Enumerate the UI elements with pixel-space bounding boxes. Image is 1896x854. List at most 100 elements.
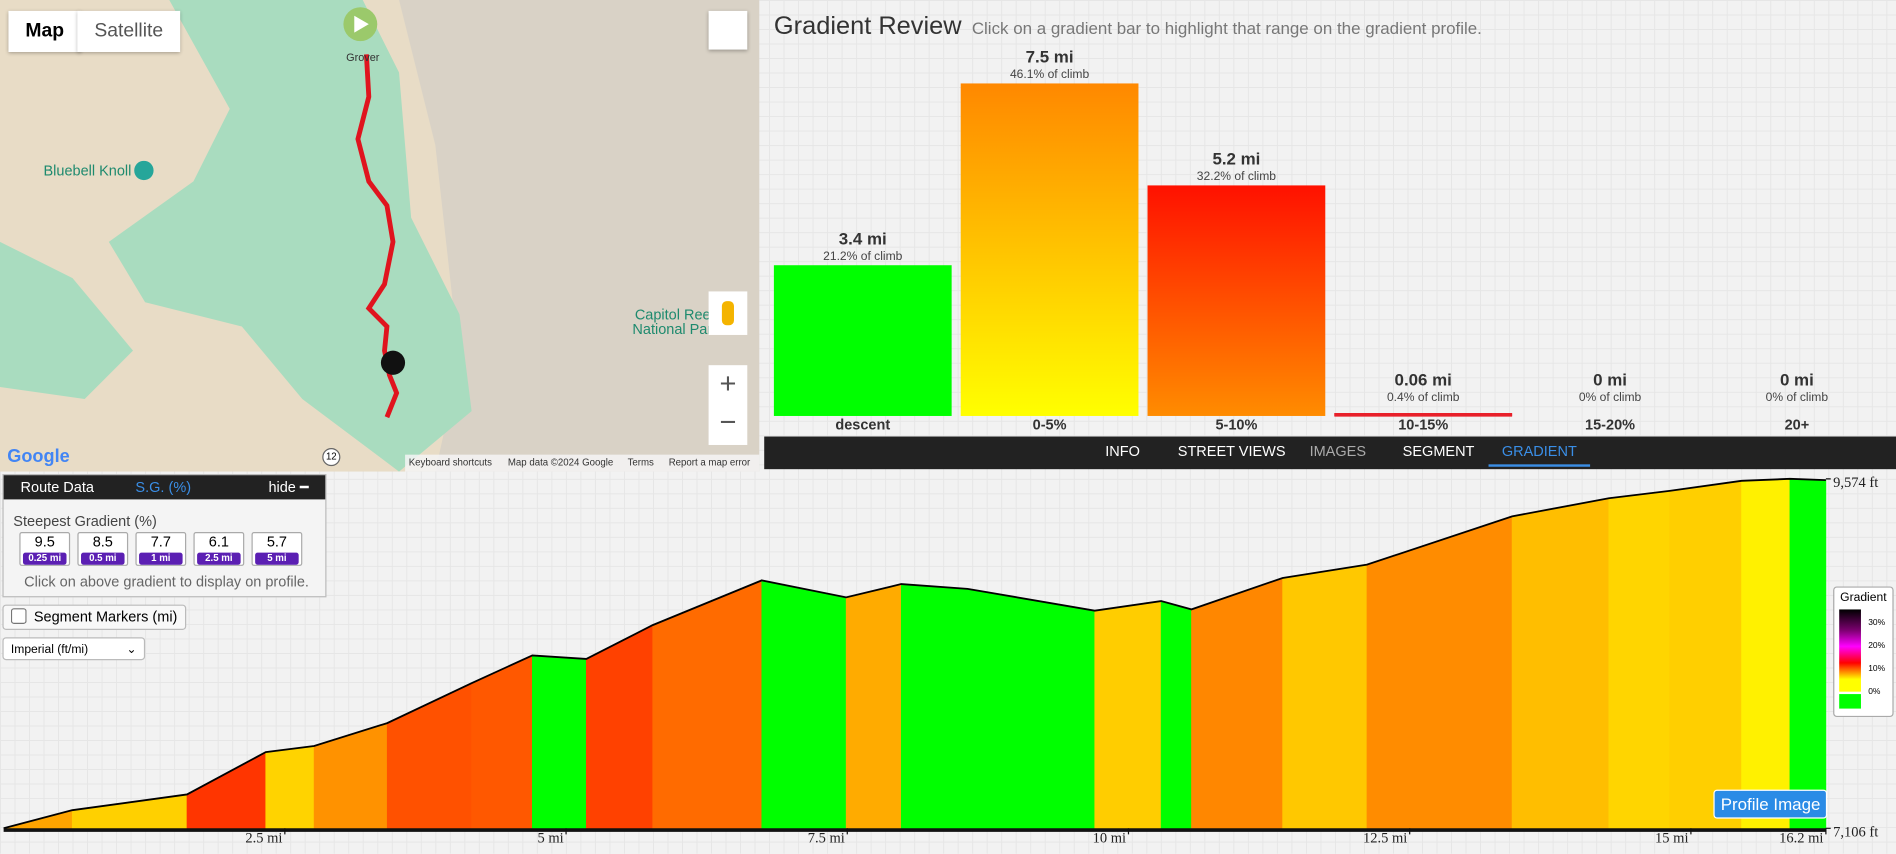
profile-segment (1511, 497, 1610, 829)
profile-segment (1366, 515, 1513, 829)
y-tick-label: 9,574 ft (1833, 475, 1878, 491)
footer-link[interactable]: Keyboard shortcuts (409, 458, 492, 469)
pegman[interactable] (708, 291, 748, 335)
category-label: 20+ (1785, 417, 1810, 433)
bar-share-label: 21.2% of climb (823, 249, 902, 263)
panel-heading: Steepest Gradient (%) (13, 512, 157, 530)
checkbox[interactable] (10, 608, 27, 624)
profile-segment (1608, 490, 1670, 829)
category-label: 15-20% (1585, 417, 1635, 433)
profile-image-button[interactable]: Profile Image (1713, 789, 1828, 819)
legend-descent (1839, 694, 1861, 709)
item-value: 6.1 (208, 533, 229, 551)
map-type-button[interactable]: Satellite (77, 10, 181, 52)
road-label: 12 (326, 452, 337, 463)
gradient-item[interactable]: 6.1 2.5 mi (193, 532, 245, 566)
bar-share-label: 32.2% of climb (1197, 169, 1276, 183)
x-tick-label: 5 mi (537, 831, 563, 847)
profile-segment (900, 583, 968, 829)
item-distance: 5 mi (255, 552, 299, 565)
place-label: Grover (346, 52, 380, 64)
bar-value-label: 5.2 mi (1212, 149, 1260, 168)
tab-bar (764, 436, 1896, 470)
map-type-button[interactable]: Map (8, 10, 82, 52)
legend-label: 10% (1868, 665, 1886, 674)
item-distance: 0.25 mi (22, 552, 67, 565)
map-canvas: 12 Grover Bluebell Knoll Capitol Ree Nat… (0, 0, 760, 472)
select-label: Imperial (ft/mi) (10, 643, 89, 657)
tab[interactable]: INFO (1105, 442, 1140, 460)
google-logo: Google (7, 446, 69, 466)
tab[interactable]: SEGMENT (1402, 442, 1475, 460)
item-value: 7.7 (150, 533, 171, 551)
tab[interactable]: STREET VIEWS (1177, 442, 1286, 460)
bar-share-label: 0.4% of climb (1387, 390, 1460, 404)
panel-tab[interactable]: S.G. (%) (135, 478, 192, 496)
profile-segment (471, 654, 533, 829)
end-marker[interactable] (380, 350, 406, 375)
review-title: Gradient Review (773, 12, 962, 40)
road-shield (322, 448, 341, 467)
peak-icon (134, 160, 154, 181)
x-tick-label: 15 mi (1655, 831, 1688, 847)
unit-select[interactable]: Imperial (ft/mi) ⌄ (2, 637, 146, 661)
item-value: 5.7 (266, 533, 287, 551)
footer-text: Map data ©2024 Google (508, 458, 613, 469)
item-distance: 1 mi (139, 552, 183, 565)
bar-share-label: 0% of climb (1766, 390, 1829, 404)
x-tick-label: 16.2 mi (1779, 831, 1823, 847)
legend-label: 20% (1868, 642, 1886, 651)
item-distance: 0.5 mi (81, 552, 125, 565)
footer-link[interactable]: Report a map error (669, 458, 751, 469)
item-distance: 2.5 mi (197, 552, 241, 565)
profile-segment (1789, 478, 1827, 829)
profile-segment (1191, 577, 1283, 829)
profile-segment (386, 682, 472, 829)
profile-segment (585, 624, 653, 829)
panel-tab[interactable]: Route Data (20, 478, 94, 496)
bar-value-label: 0 mi (1593, 370, 1627, 389)
zoom-control[interactable]: + − (708, 365, 748, 445)
review-subtitle: Click on a gradient bar to highlight tha… (971, 18, 1482, 38)
profile-segment (967, 588, 1096, 829)
x-tick-label: 10 mi (1093, 831, 1126, 847)
category-label: 0-5% (1033, 417, 1067, 433)
hide-button[interactable]: hide ━ (268, 478, 309, 496)
x-tick-label: 12.5 mi (1363, 831, 1407, 847)
profile-segment (1282, 564, 1368, 829)
review-header: Gradient Review Click on a gradient bar … (774, 12, 1482, 41)
item-value: 9.5 (34, 533, 55, 551)
tab[interactable]: IMAGES (1309, 442, 1367, 460)
panel-tabs (3, 475, 326, 500)
x-tick-label: 2.5 mi (245, 831, 282, 847)
gradient-legend: Gradient 30% 20% 10% 0% (1833, 586, 1894, 718)
segment-toggle[interactable]: Segment Markers (mi) (2, 604, 186, 630)
bar-value-label: 3.4 mi (839, 229, 887, 248)
legend-title: Gradient (1840, 591, 1887, 605)
gradient-item[interactable]: 5.7 5 mi (251, 532, 303, 566)
bar[interactable] (960, 83, 1139, 416)
profile-segment (1741, 478, 1791, 829)
select-arrow: ⌄ (126, 643, 137, 657)
profile-segment (532, 655, 587, 829)
route (355, 54, 400, 419)
panel-hint: Click on above gradient to display on pr… (24, 573, 309, 591)
profile-segment (845, 583, 902, 829)
profile-segment (186, 751, 267, 829)
gradient-item[interactable]: 7.7 1 mi (135, 532, 187, 566)
bar[interactable] (1147, 185, 1326, 416)
gradient-item[interactable]: 9.5 0.25 mi (19, 532, 71, 566)
pegman-icon (721, 301, 734, 326)
map-footer (405, 454, 760, 472)
x-tick-label: 7.5 mi (808, 831, 845, 847)
bar[interactable] (773, 265, 952, 416)
gradient-item[interactable]: 8.5 0.5 mi (77, 532, 129, 566)
map[interactable]: 12 Grover Bluebell Knoll Capitol Ree Nat… (0, 0, 760, 472)
footer-link[interactable]: Terms (628, 458, 654, 469)
profile-segment (265, 745, 315, 829)
tab-active[interactable]: GRADIENT (1488, 443, 1591, 467)
fullscreen-button[interactable] (708, 10, 748, 50)
